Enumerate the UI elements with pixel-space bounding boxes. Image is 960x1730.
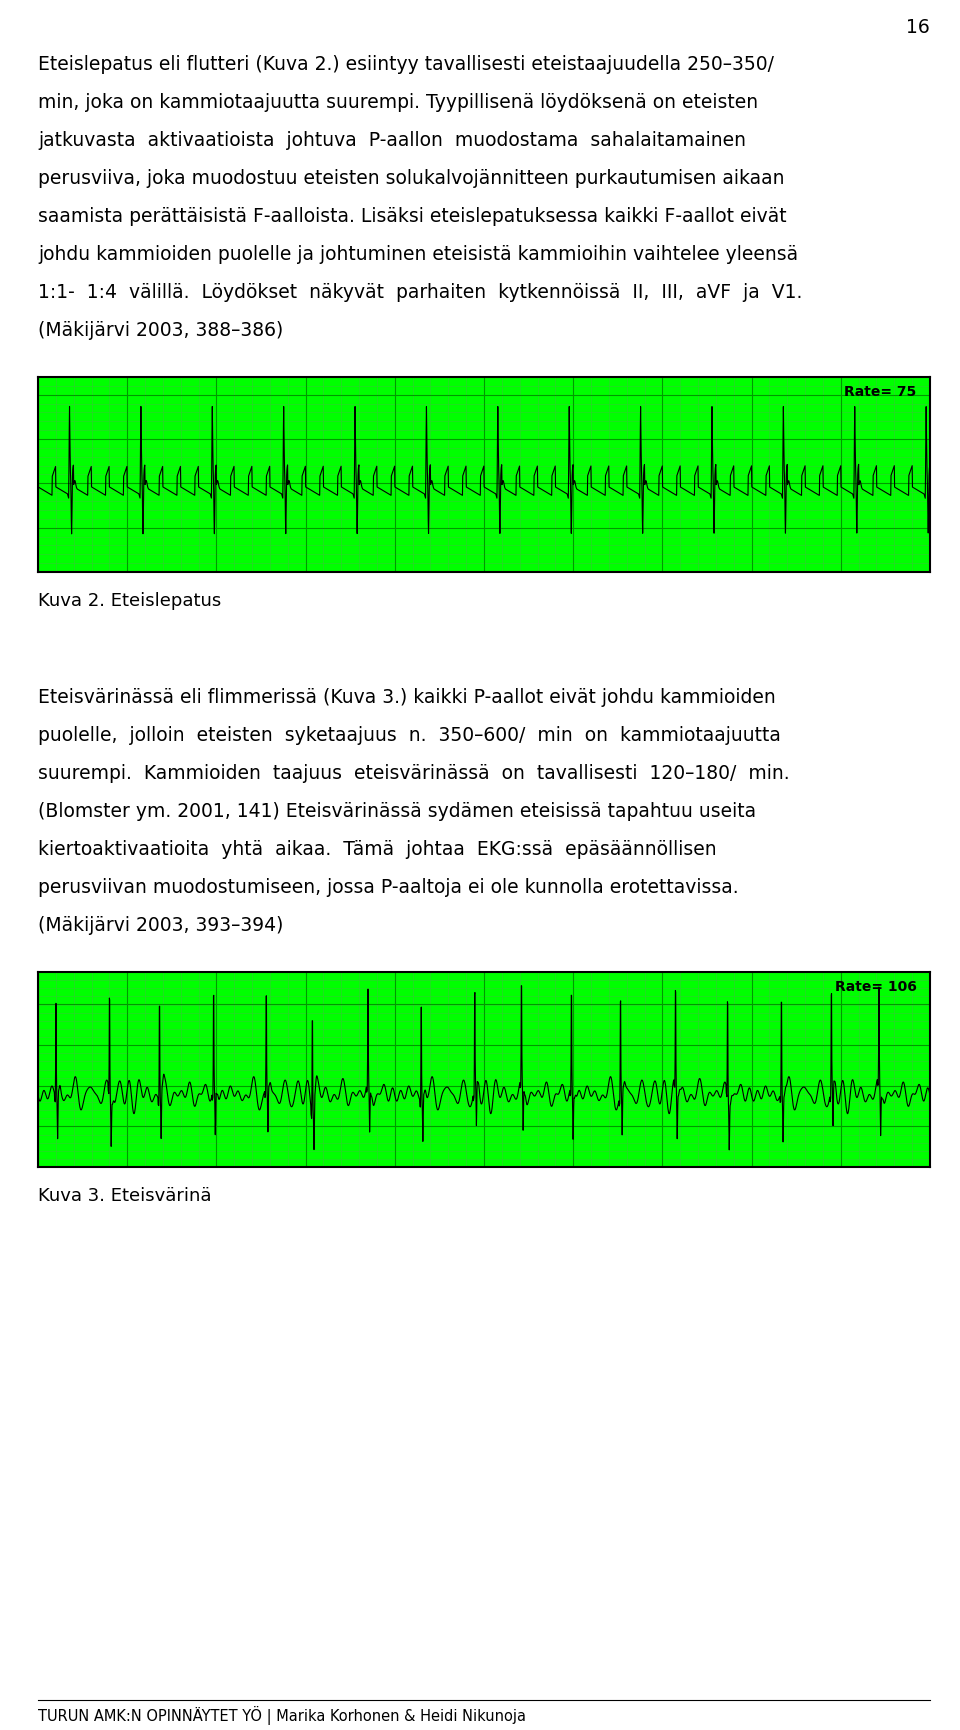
Text: jatkuvasta  aktivaatioista  johtuva  P-aallon  muodostama  sahalaitamainen: jatkuvasta aktivaatioista johtuva P-aall… xyxy=(38,131,746,151)
Text: saamista perättäisistä F-aalloista. Lisäksi eteislepatuksessa kaikki F-aallot ei: saamista perättäisistä F-aalloista. Lisä… xyxy=(38,208,786,227)
Text: johdu kammioiden puolelle ja johtuminen eteisistä kammioihin vaihtelee yleensä: johdu kammioiden puolelle ja johtuminen … xyxy=(38,246,798,265)
Text: Kuva 2. Eteislepatus: Kuva 2. Eteislepatus xyxy=(38,592,221,611)
Text: Eteisvärinässä eli flimmerissä (Kuva 3.) kaikki P-aallot eivät johdu kammioiden: Eteisvärinässä eli flimmerissä (Kuva 3.)… xyxy=(38,689,776,708)
Text: perusviivan muodostumiseen, jossa P-aaltoja ei ole kunnolla erotettavissa.: perusviivan muodostumiseen, jossa P-aalt… xyxy=(38,879,738,896)
Text: Rate= 106: Rate= 106 xyxy=(835,979,917,993)
Text: 1:1-  1:4  välillä.  Löydökset  näkyvät  parhaiten  kytkennöissä  II,  III,  aVF: 1:1- 1:4 välillä. Löydökset näkyvät parh… xyxy=(38,284,803,303)
Text: puolelle,  jolloin  eteisten  syketaajuus  n.  350–600/  min  on  kammiotaajuutt: puolelle, jolloin eteisten syketaajuus n… xyxy=(38,727,780,746)
Text: TURUN AMK:N OPINNÄYTET YÖ | Marika Korhonen & Heidi Nikunoja: TURUN AMK:N OPINNÄYTET YÖ | Marika Korho… xyxy=(38,1706,526,1725)
Text: Eteislepatus eli flutteri (Kuva 2.) esiintyy tavallisesti eteistaajuudella 250–3: Eteislepatus eli flutteri (Kuva 2.) esii… xyxy=(38,55,774,74)
Text: suurempi.  Kammioiden  taajuus  eteisvärinässä  on  tavallisesti  120–180/  min.: suurempi. Kammioiden taajuus eteisvärinä… xyxy=(38,765,790,784)
Text: Kuva 3. Eteisvärinä: Kuva 3. Eteisvärinä xyxy=(38,1187,211,1206)
Text: perusviiva, joka muodostuu eteisten solukalvojännitteen purkautumisen aikaan: perusviiva, joka muodostuu eteisten solu… xyxy=(38,170,784,189)
Text: Rate= 75: Rate= 75 xyxy=(845,384,917,400)
Text: kiertoaktivaatioita  yhtä  aikaa.  Tämä  johtaa  EKG:ssä  epäsäännöllisen: kiertoaktivaatioita yhtä aikaa. Tämä joh… xyxy=(38,841,716,860)
Text: (Blomster ym. 2001, 141) Eteisvärinässä sydämen eteisissä tapahtuu useita: (Blomster ym. 2001, 141) Eteisvärinässä … xyxy=(38,803,756,822)
Text: min, joka on kammiotaajuutta suurempi. Tyypillisenä löydöksenä on eteisten: min, joka on kammiotaajuutta suurempi. T… xyxy=(38,93,758,112)
Text: 16: 16 xyxy=(906,17,930,36)
Text: (Mäkijärvi 2003, 388–386): (Mäkijärvi 2003, 388–386) xyxy=(38,322,283,341)
Text: (Mäkijärvi 2003, 393–394): (Mäkijärvi 2003, 393–394) xyxy=(38,915,283,934)
